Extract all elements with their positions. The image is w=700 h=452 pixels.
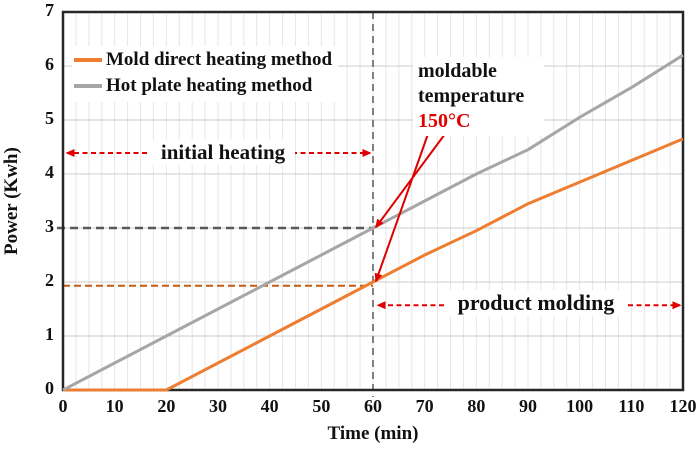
- y-tick-label: 0: [45, 378, 54, 398]
- product-molding-label: product molding: [448, 290, 624, 316]
- x-tick-label: 0: [58, 396, 68, 416]
- x-axis-title: Time (min): [327, 423, 419, 444]
- legend-label-mold-direct: Mold direct heating method: [106, 49, 333, 70]
- legend-item-hot-plate: Hot plate heating method: [74, 73, 332, 99]
- plot-border: [61, 10, 685, 392]
- y-tick-label: 6: [45, 54, 54, 74]
- y-tick-label: 4: [45, 162, 54, 182]
- moldable-temperature-line2: temperature: [418, 85, 525, 107]
- initial-heating-label: initial heating: [151, 140, 295, 165]
- mold-direct-line-swatch: [74, 58, 102, 62]
- mold-direct-series-line: [63, 137, 684, 392]
- moldable-temperature-callout: moldable temperature 150°C: [413, 57, 544, 136]
- x-tick-label: 20: [157, 396, 176, 416]
- x-tick-label: 90: [519, 396, 537, 416]
- x-tick-label: 40: [260, 396, 279, 416]
- legend-label-hot-plate: Hot plate heating method: [106, 75, 313, 96]
- x-tick-label: 80: [467, 396, 486, 416]
- x-tick-label: 10: [105, 396, 124, 416]
- x-tick-label: 70: [415, 396, 434, 416]
- legend-item-mold-direct: Mold direct heating method: [74, 47, 332, 73]
- x-tick-label: 120: [669, 396, 697, 416]
- hot-plate-series-line: [62, 53, 684, 392]
- y-tick-label: 7: [45, 0, 54, 20]
- moldable-pointer-line: [374, 133, 429, 283]
- x-tick-label: 30: [209, 396, 227, 416]
- x-tick-label: 50: [312, 396, 331, 416]
- x-tick-label: 100: [566, 396, 594, 416]
- moldable-temperature-value: 150°C: [418, 110, 471, 132]
- moldable-temperature-line1: moldable: [418, 60, 497, 82]
- legend: Mold direct heating method Hot plate hea…: [72, 46, 339, 102]
- x-tick-label: 60: [364, 396, 382, 416]
- y-axis-title: Power (Kwh): [1, 147, 22, 255]
- y-tick-label: 1: [45, 324, 54, 344]
- y-tick-label: 2: [45, 270, 54, 290]
- x-tick-label: 110: [618, 396, 645, 416]
- hot-plate-line-swatch: [74, 84, 102, 88]
- y-tick-label: 3: [45, 216, 54, 236]
- y-tick-label: 5: [45, 108, 54, 128]
